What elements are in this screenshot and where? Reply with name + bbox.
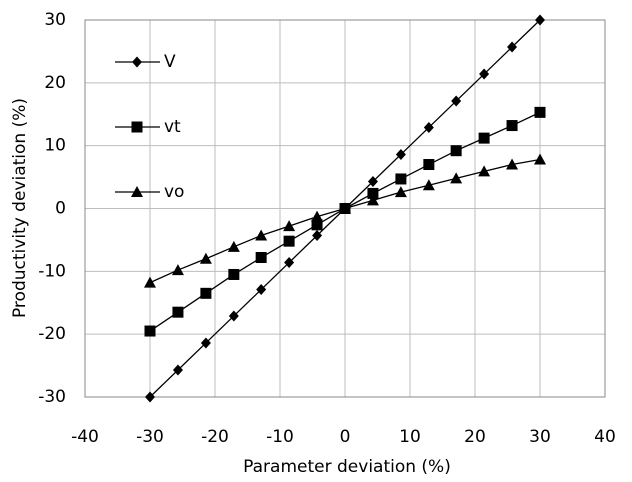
y-tick-label: -30 bbox=[38, 387, 66, 407]
x-tick-label: -30 bbox=[136, 427, 164, 447]
marker bbox=[131, 186, 143, 197]
marker bbox=[366, 194, 379, 206]
y-tick-label: 30 bbox=[44, 10, 66, 30]
marker bbox=[535, 14, 545, 26]
marker bbox=[144, 276, 156, 288]
marker bbox=[132, 56, 142, 68]
y-tick-label: 20 bbox=[44, 73, 66, 93]
marker bbox=[200, 337, 211, 349]
marker bbox=[228, 268, 240, 280]
marker bbox=[450, 145, 462, 157]
marker bbox=[478, 165, 491, 177]
marker bbox=[256, 284, 267, 296]
marker bbox=[479, 68, 490, 80]
x-tick-label: 10 bbox=[399, 427, 421, 447]
marker bbox=[451, 95, 462, 107]
marker bbox=[534, 106, 546, 118]
marker bbox=[311, 219, 323, 231]
y-tick-label: -10 bbox=[38, 261, 66, 281]
marker bbox=[172, 364, 183, 376]
marker bbox=[283, 235, 295, 247]
marker bbox=[144, 325, 156, 337]
marker bbox=[423, 121, 434, 133]
marker bbox=[395, 148, 406, 160]
plot-border bbox=[84, 19, 606, 398]
legend-entry: vo bbox=[115, 182, 184, 202]
marker bbox=[255, 229, 268, 241]
marker bbox=[450, 172, 463, 184]
x-tick-label: -20 bbox=[201, 427, 229, 447]
marker bbox=[367, 187, 379, 199]
y-axis-title: Productivity deviation (%) bbox=[10, 98, 30, 318]
marker bbox=[284, 257, 295, 269]
marker bbox=[255, 252, 267, 264]
marker bbox=[367, 175, 378, 187]
x-tick-label: -40 bbox=[71, 427, 99, 447]
marker bbox=[422, 179, 435, 191]
y-tick-label: -20 bbox=[38, 324, 66, 344]
marker bbox=[394, 186, 407, 198]
marker bbox=[131, 121, 143, 133]
x-axis-title: Parameter deviation (%) bbox=[243, 457, 451, 477]
marker bbox=[312, 230, 323, 242]
x-tick-label: 30 bbox=[529, 427, 551, 447]
legend-label: V bbox=[164, 52, 176, 72]
marker bbox=[199, 252, 212, 264]
marker bbox=[339, 202, 351, 214]
marker bbox=[507, 41, 518, 53]
marker bbox=[311, 210, 324, 222]
marker bbox=[171, 264, 184, 276]
marker bbox=[227, 240, 240, 252]
legend: Vvt vo bbox=[115, 52, 184, 202]
marker bbox=[478, 132, 490, 144]
x-tick-label: 0 bbox=[340, 427, 351, 447]
x-tick-label: 40 bbox=[594, 427, 616, 447]
marker bbox=[200, 287, 212, 299]
marker bbox=[534, 153, 546, 165]
marker bbox=[423, 159, 435, 171]
marker bbox=[145, 391, 155, 403]
x-tick-label: 20 bbox=[464, 427, 486, 447]
marker bbox=[228, 310, 239, 322]
marker bbox=[283, 220, 296, 232]
marker bbox=[172, 306, 184, 318]
x-tick-label: -10 bbox=[266, 427, 294, 447]
y-tick-label: 0 bbox=[55, 199, 66, 219]
legend-label: vt bbox=[164, 117, 181, 137]
y-tick-label: 10 bbox=[44, 136, 66, 156]
legend-entry: V bbox=[115, 52, 176, 72]
legend-label: vo bbox=[164, 182, 184, 202]
marker bbox=[506, 158, 519, 170]
marker bbox=[395, 173, 407, 185]
legend-entry: vt bbox=[115, 117, 181, 137]
marker bbox=[506, 120, 518, 132]
